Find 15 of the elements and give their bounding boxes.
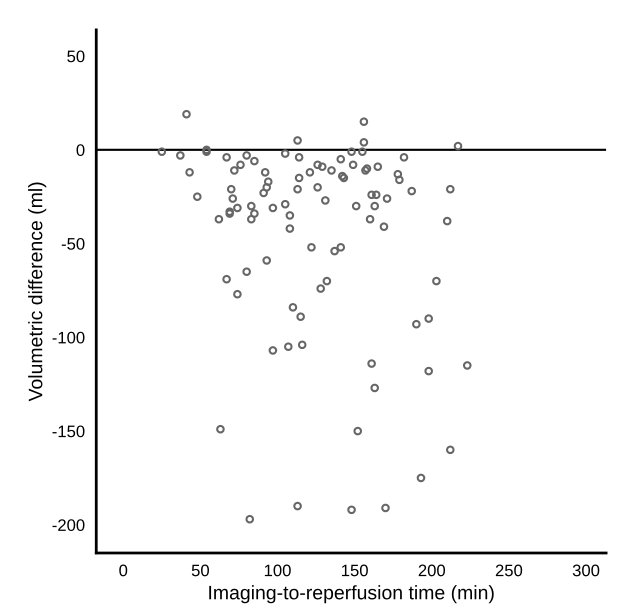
x-tick-label: 300 <box>572 564 600 576</box>
y-tick-label: -150 <box>52 425 84 438</box>
y-tick-label: -100 <box>52 332 84 344</box>
x-tick-label: 250 <box>496 564 522 576</box>
y-tick-label: -200 <box>52 519 84 532</box>
y-tick-label: 0 <box>76 144 84 156</box>
y-tick-label: 50 <box>67 50 84 62</box>
y-tick-label: -50 <box>62 238 84 250</box>
y-axis-title: Volumetric difference (ml) <box>28 182 46 402</box>
x-tick-label: 50 <box>192 564 209 576</box>
x-tick-label: 150 <box>342 564 368 576</box>
x-axis-title: Imaging-to-reperfusion time (min) <box>209 585 494 604</box>
x-tick-label: 100 <box>264 564 291 576</box>
x-tick-label: 0 <box>119 564 128 576</box>
x-tick-label: 200 <box>418 564 446 576</box>
